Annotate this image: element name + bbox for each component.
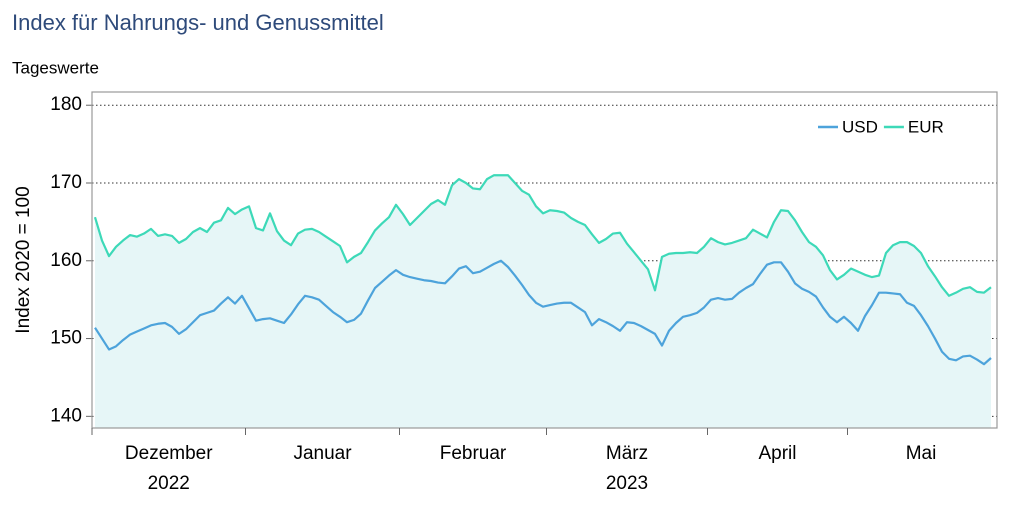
- x-tick-label: Mai: [906, 443, 937, 464]
- y-axis-label: Index 2020 = 100: [13, 186, 34, 333]
- y-tick-label: 150: [50, 328, 82, 349]
- x-tick-label: Dezember: [125, 443, 213, 464]
- chart-subtitle: Tageswerte: [12, 58, 99, 77]
- x-tick-sublabel: 2023: [606, 473, 648, 494]
- plot-border: [91, 91, 998, 429]
- series-line: [93, 174, 992, 297]
- y-tick-label: 140: [50, 405, 82, 426]
- legend-label: EUR: [908, 117, 944, 136]
- y-tick-label: 180: [50, 94, 82, 115]
- y-tick-label: 170: [50, 172, 82, 193]
- x-tick-label: April: [758, 443, 796, 464]
- x-tick-label: März: [606, 443, 648, 464]
- legend-label: USD: [842, 117, 878, 136]
- series-line: [94, 259, 992, 366]
- chart-title: Index für Nahrungs- und Genussmittel: [12, 10, 384, 35]
- x-tick-label: Januar: [293, 443, 352, 464]
- y-tick-label: 160: [50, 250, 82, 271]
- x-tick-sublabel: 2022: [148, 473, 190, 494]
- x-tick-label: Februar: [440, 443, 507, 464]
